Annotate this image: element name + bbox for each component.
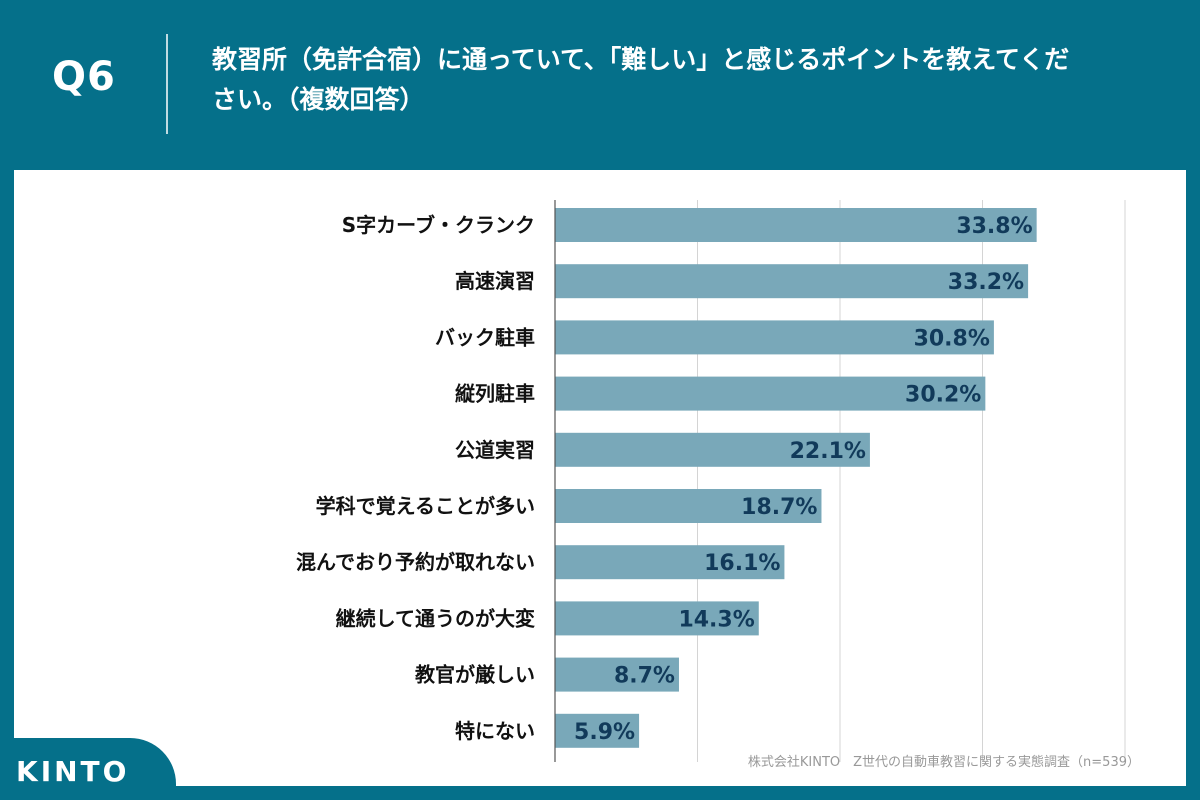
category-label: S字カーブ・クランク [342, 213, 535, 237]
bar-chart: 33.8% S字カーブ・クランク 33.2% 高速演習 30.8% バック駐車 30.2% 縦… [296, 200, 1126, 762]
question-text: 教習所（免許合宿）に通っていて、「難しい」と感じるポイントを教えてください。（複… [212, 45, 1070, 114]
category-label: バック駐車 [435, 325, 535, 349]
bar [555, 208, 1037, 242]
value-label: 18.7% [741, 495, 817, 520]
chart-card: 33.8% S字カーブ・クランク 33.2% 高速演習 30.8% バック駐車 30.2% 縦… [14, 170, 1186, 786]
bar [555, 264, 1029, 299]
category-label: 高速演習 [455, 269, 535, 293]
category-label: 学科で覚えることが多い [316, 494, 535, 518]
category-label: 公道実習 [455, 438, 535, 462]
header-divider [166, 34, 168, 134]
category-label: 教官が厳しい [415, 663, 535, 687]
question-number: Q6 [52, 54, 116, 100]
value-label: 33.8% [956, 214, 1032, 239]
value-label: 5.9% [574, 720, 635, 745]
bar [555, 489, 822, 523]
source-note: 株式会社KINTO Z世代の自動車教習に関する実態調査（n=539） [747, 755, 1140, 770]
bar [555, 320, 994, 355]
bar [555, 432, 870, 467]
bar [555, 657, 679, 692]
logo-tab: KINTO [0, 738, 176, 800]
category-label: 縦列駐車 [455, 382, 535, 406]
value-label: 22.1% [790, 439, 866, 464]
header: Q6 教習所（免許合宿）に通っていて、「難しい」と感じるポイントを教えてください… [0, 0, 1200, 170]
category-label: 継続して通うのが大変 [336, 606, 535, 630]
value-label: 16.1% [704, 551, 780, 576]
bar [555, 545, 785, 580]
value-label: 14.3% [678, 607, 754, 632]
category-label: 混んでおり予約が取れない [296, 550, 535, 574]
category-label: 特にない [455, 719, 535, 743]
bar [555, 601, 759, 636]
bar [555, 713, 640, 748]
value-label: 30.8% [914, 326, 990, 351]
kinto-logo: KINTO [16, 755, 130, 788]
value-label: 33.2% [948, 270, 1024, 295]
value-label: 8.7% [614, 664, 675, 689]
bar [555, 376, 986, 411]
value-label: 30.2% [905, 383, 981, 408]
